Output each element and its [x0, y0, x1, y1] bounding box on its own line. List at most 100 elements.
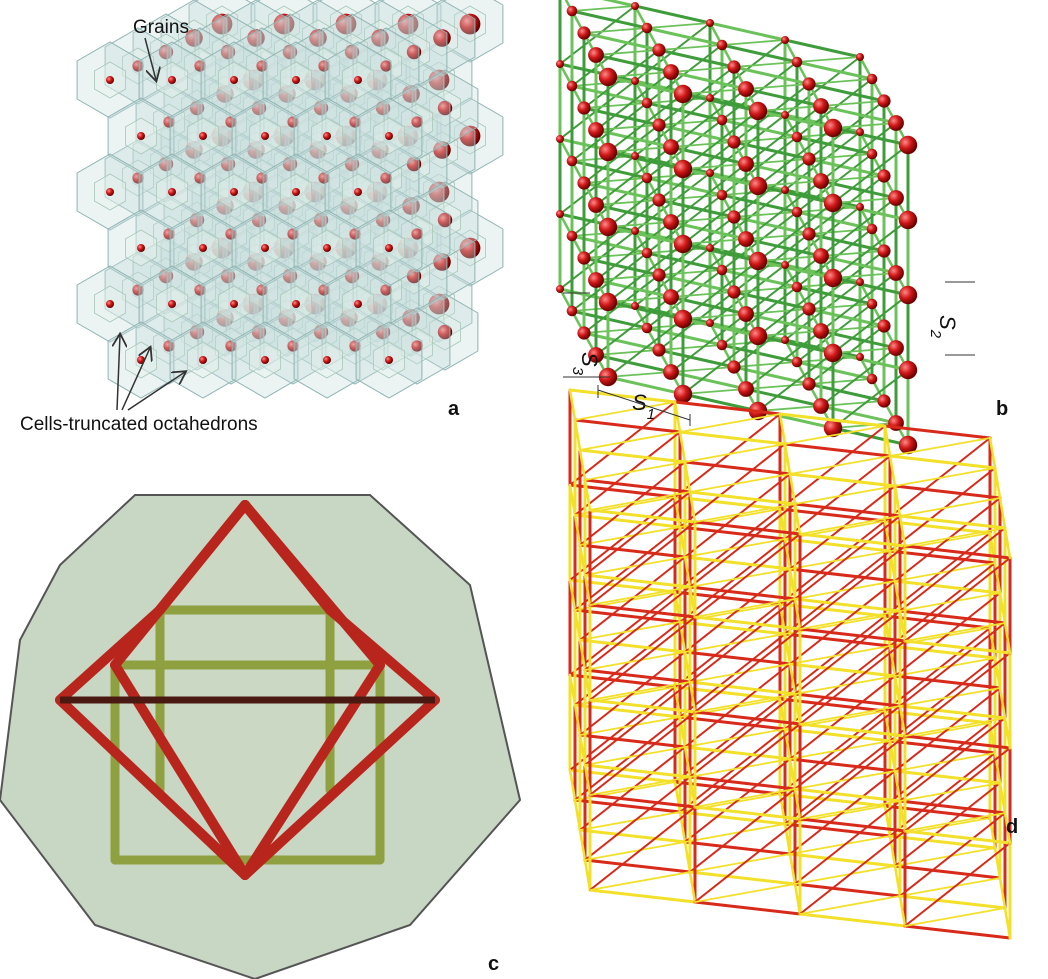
strut [788, 852, 897, 868]
node [802, 77, 816, 91]
panel-label: a [448, 398, 460, 420]
grain [106, 76, 114, 84]
strut [808, 303, 873, 310]
strut [681, 317, 760, 338]
strut [899, 527, 1006, 612]
strut [788, 662, 897, 678]
strut [689, 663, 791, 683]
strut [679, 508, 781, 528]
node [652, 43, 666, 57]
strut [788, 472, 797, 506]
strut [898, 704, 1007, 720]
strut [756, 334, 835, 355]
node [813, 98, 829, 114]
node [706, 244, 714, 252]
strut [894, 562, 996, 582]
strut [694, 723, 801, 808]
strut [796, 56, 861, 63]
panel-d [568, 388, 1012, 940]
strut [694, 883, 796, 903]
strut [688, 775, 697, 809]
grain [194, 172, 206, 184]
strut [682, 388, 747, 395]
strut [694, 788, 796, 808]
node [663, 364, 679, 380]
strut [584, 746, 686, 766]
strut [579, 651, 686, 736]
strut [733, 286, 798, 293]
strut [794, 580, 896, 600]
strut [993, 466, 1002, 500]
strut [793, 692, 902, 708]
strut [688, 680, 797, 696]
node [888, 265, 904, 281]
grain [225, 340, 237, 352]
strut [820, 250, 885, 257]
node [866, 298, 878, 310]
grain [158, 156, 174, 172]
node [856, 203, 864, 211]
strut [571, 5, 636, 12]
strut [684, 568, 791, 653]
strut [679, 413, 781, 433]
node [663, 139, 679, 155]
strut [579, 621, 681, 641]
grain [437, 100, 453, 116]
grain [375, 212, 391, 228]
node [898, 210, 918, 230]
strut [789, 740, 891, 760]
strut [689, 473, 791, 493]
strut [889, 532, 991, 552]
grain [225, 116, 237, 128]
strut [889, 437, 991, 457]
strut [607, 168, 684, 228]
strut [793, 502, 802, 536]
grain [292, 188, 300, 196]
strut [888, 454, 897, 488]
node [641, 172, 653, 184]
strut [884, 437, 991, 522]
strut [694, 818, 801, 903]
grain [251, 212, 267, 228]
dimension-label: S1 [632, 390, 655, 423]
node [556, 210, 564, 218]
grain [292, 300, 300, 308]
dimension-label: S2 [928, 315, 961, 339]
grain [385, 356, 393, 364]
annotation: Grains [133, 17, 189, 38]
grain [230, 300, 238, 308]
subscript: 3 [570, 367, 587, 376]
node [716, 189, 728, 201]
grain [287, 228, 299, 240]
node [823, 343, 843, 363]
strut [684, 473, 791, 558]
strut [658, 194, 723, 201]
strut [681, 242, 760, 263]
strut [683, 460, 692, 494]
node [781, 261, 789, 269]
strut [893, 579, 902, 613]
strut [689, 598, 796, 683]
strut [681, 92, 760, 113]
strut [889, 722, 991, 742]
strut [888, 454, 997, 470]
strut [606, 225, 685, 246]
strut [788, 757, 897, 773]
strut [682, 163, 747, 170]
strut [568, 483, 677, 499]
strut [688, 585, 697, 619]
strut [708, 21, 787, 42]
strut [757, 255, 822, 262]
strut [988, 436, 997, 470]
strut [788, 472, 897, 488]
strut [783, 38, 862, 59]
strut [682, 185, 759, 245]
grain [106, 188, 114, 196]
strut [569, 686, 676, 771]
strut [793, 502, 902, 518]
strut [589, 711, 696, 796]
node [631, 152, 639, 160]
strut [784, 805, 886, 825]
strut [569, 591, 676, 676]
strut [795, 60, 874, 81]
